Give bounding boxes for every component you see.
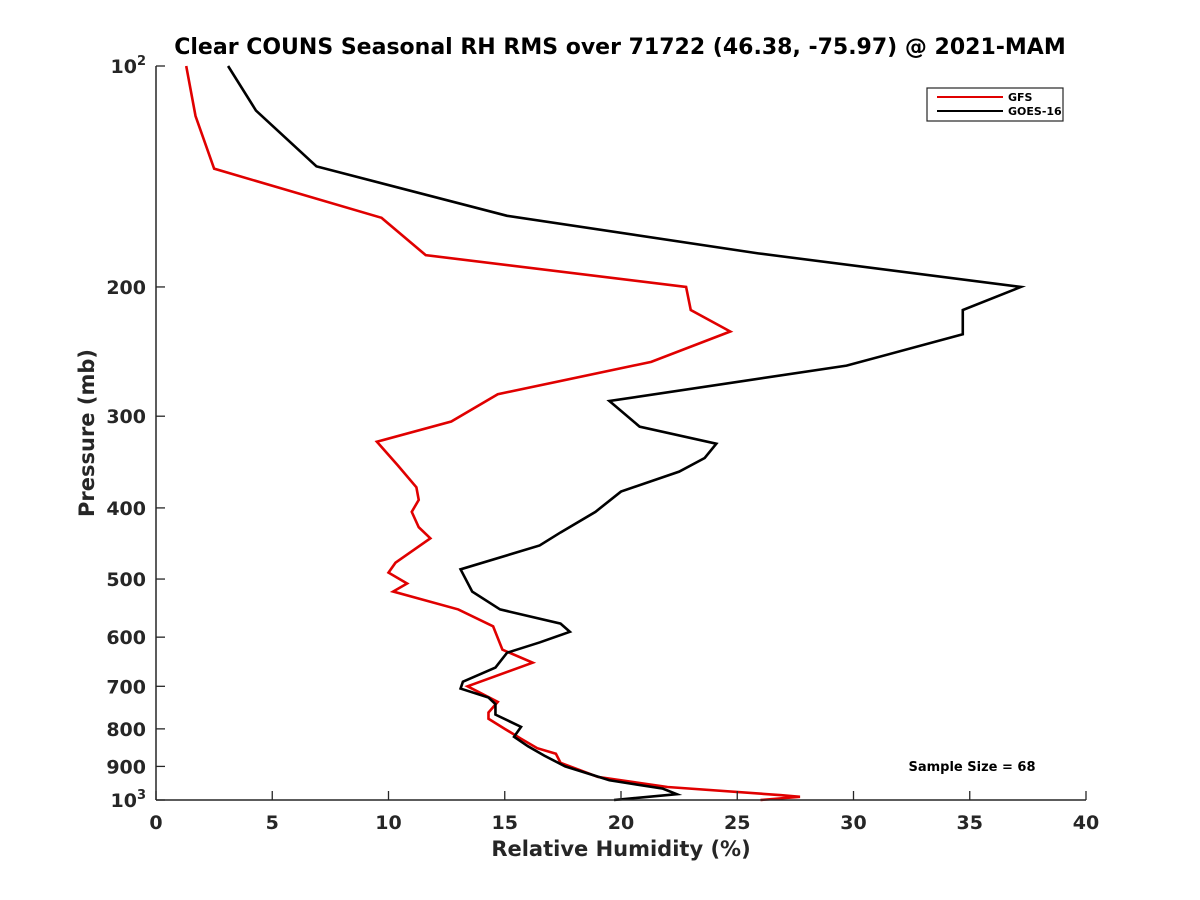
x-tick-label: 10	[375, 812, 401, 834]
axes-box	[155, 66, 1086, 801]
x-tick-label: 30	[840, 812, 866, 834]
y-tick-label-base: 10	[111, 790, 137, 812]
y-tick-label-exponent: 2	[137, 54, 146, 69]
y-tick-label: 800	[106, 719, 146, 741]
legend-label-gfs: GFS	[1008, 91, 1033, 104]
y-tick-label: 500	[106, 569, 146, 591]
legend-box	[926, 87, 1064, 122]
sample-size-annotation: Sample Size = 68	[908, 760, 1035, 775]
y-tick-label: 103	[111, 788, 147, 812]
y-tick-label-exponent: 3	[137, 788, 146, 803]
chart-title: Clear COUNS Seasonal RH RMS over 71722 (…	[174, 35, 1065, 60]
x-tick-label: 0	[149, 812, 162, 834]
x-tick-label: 5	[266, 812, 279, 834]
y-tick-label: 102	[111, 54, 147, 78]
legend: GFS GOES-16	[926, 87, 1064, 122]
x-tick-label: 20	[608, 812, 634, 834]
y-tick-label: 300	[106, 406, 146, 428]
y-tick-label: 200	[106, 277, 146, 299]
x-tick-label: 15	[492, 812, 518, 834]
y-tick-label-base: 10	[111, 56, 137, 78]
y-tick-label: 900	[106, 756, 146, 778]
series-line-goes-16	[226, 65, 1027, 802]
y-axis-label: Pressure (mb)	[75, 349, 99, 517]
y-tick-label: 400	[106, 498, 146, 520]
y-tick-label: 600	[106, 627, 146, 649]
x-tick-label: 25	[724, 812, 750, 834]
x-axis-label: Relative Humidity (%)	[491, 837, 750, 861]
y-tick-label: 700	[106, 676, 146, 698]
x-ticks: 0 5 10 15 20 25 30 35 40	[149, 791, 1099, 834]
legend-label-goes-16: GOES-16	[1008, 105, 1062, 118]
x-tick-label: 40	[1073, 812, 1099, 834]
series-layer	[184, 65, 1027, 802]
x-tick-label: 35	[957, 812, 983, 834]
series-line-gfs	[184, 65, 801, 802]
